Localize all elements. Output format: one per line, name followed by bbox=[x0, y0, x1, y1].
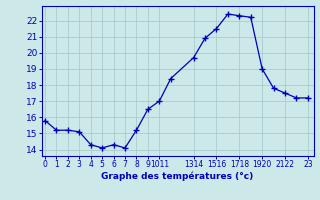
X-axis label: Graphe des températures (°c): Graphe des températures (°c) bbox=[101, 172, 254, 181]
